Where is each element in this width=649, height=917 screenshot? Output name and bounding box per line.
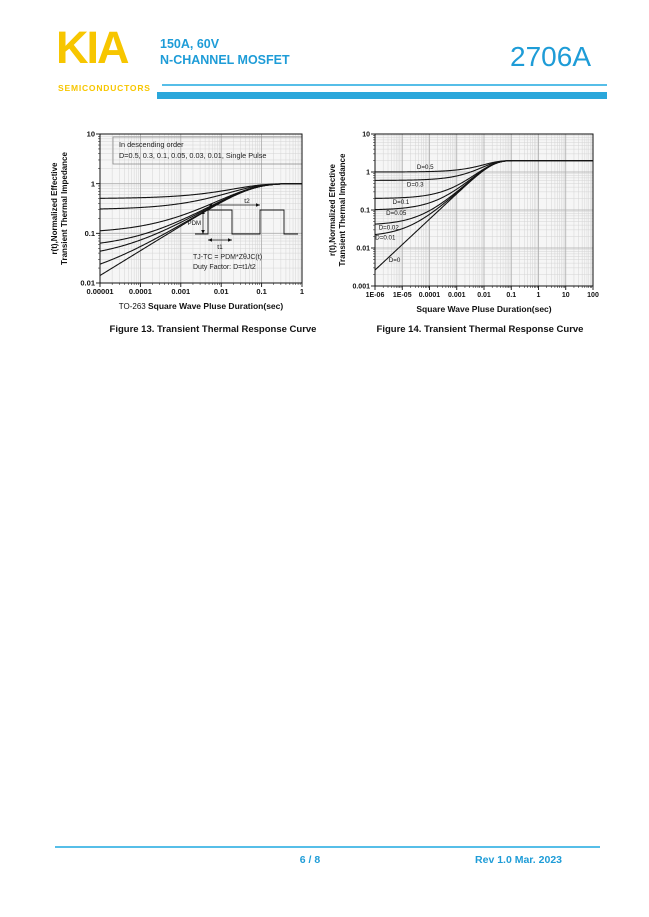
svg-text:0.1: 0.1 — [506, 292, 516, 299]
svg-text:TO-263 Square Wave Pluse Durat: TO-263 Square Wave Pluse Duration(sec) — [119, 301, 284, 311]
figure14-chart: D=0.5 D=0.3 D=0.1 D=0.05 D=0.02 D=0.01 D=0 1E-0… — [328, 132, 599, 314]
svg-text:D=0.05: D=0.05 — [386, 210, 407, 217]
header-rule-thick — [157, 92, 607, 99]
device-type-line: N-CHANNEL MOSFET — [160, 53, 290, 67]
svg-text:Transient Thermal Impedance: Transient Thermal Impedance — [338, 153, 347, 266]
figure-13: In descending order D=0.5, 0.3, 0.1, 0.05… — [45, 128, 335, 335]
rating-line: 150A, 60V — [160, 37, 220, 51]
svg-text:t1: t1 — [217, 244, 223, 251]
svg-text:D=0.01: D=0.01 — [375, 235, 396, 242]
svg-text:1: 1 — [537, 292, 541, 299]
revision-label: Rev 1.0 Mar. 2023 — [475, 854, 562, 866]
figure13-chart: In descending order D=0.5, 0.3, 0.1, 0.05… — [50, 130, 304, 311]
svg-text:r(t),Normalized Effective: r(t),Normalized Effective — [328, 163, 337, 256]
svg-text:100: 100 — [587, 292, 599, 299]
svg-text:D=0.1: D=0.1 — [393, 199, 410, 206]
svg-text:0.0001: 0.0001 — [129, 287, 152, 296]
svg-text:1E-06: 1E-06 — [366, 292, 385, 299]
svg-text:PDM: PDM — [188, 221, 201, 227]
svg-text:D=0.5: D=0.5 — [417, 164, 434, 171]
device-description: 150A, 60V N-CHANNEL MOSFET — [160, 36, 290, 68]
svg-text:0.1: 0.1 — [85, 229, 95, 238]
figure13-caption: Figure 13. Transient Thermal Response Cu… — [109, 324, 317, 335]
svg-text:0.1: 0.1 — [360, 208, 370, 215]
svg-text:D=0.3: D=0.3 — [407, 181, 424, 188]
svg-text:0.01: 0.01 — [80, 279, 95, 288]
svg-text:0.0001: 0.0001 — [419, 292, 441, 299]
svg-text:Duty Factor: D=t1/t2: Duty Factor: D=t1/t2 — [193, 264, 256, 271]
svg-text:1: 1 — [300, 287, 304, 296]
svg-text:0.001: 0.001 — [448, 292, 466, 299]
header-rule-thin — [162, 84, 607, 86]
svg-text:0.001: 0.001 — [171, 287, 190, 296]
part-number: 2706A — [510, 41, 591, 72]
svg-text:Square Wave Pluse Duration(sec: Square Wave Pluse Duration(sec) — [416, 304, 551, 314]
svg-text:0.001: 0.001 — [352, 284, 370, 291]
figure14-caption: Figure 14. Transient Thermal Response Cu… — [376, 324, 584, 335]
kia-logo: KIA — [56, 22, 129, 73]
svg-text:In descending order: In descending order — [119, 140, 184, 149]
svg-text:1: 1 — [366, 170, 370, 177]
logo-subtext: SEMICONDUCTORS — [58, 83, 151, 93]
svg-text:10: 10 — [562, 292, 570, 299]
svg-text:0.01: 0.01 — [356, 246, 370, 253]
svg-text:D=0: D=0 — [389, 257, 401, 264]
svg-text:1: 1 — [91, 179, 95, 188]
svg-text:10: 10 — [87, 130, 95, 139]
svg-text:0.1: 0.1 — [256, 287, 266, 296]
svg-text:0.01: 0.01 — [214, 287, 229, 296]
svg-text:Transient Thermal Impedance: Transient Thermal Impedance — [60, 151, 69, 264]
svg-text:10: 10 — [362, 132, 370, 139]
page-indicator: 6 / 8 — [299, 854, 321, 866]
svg-text:1E-05: 1E-05 — [393, 292, 412, 299]
footer-rule — [55, 846, 600, 848]
svg-text:D=0.5, 0.3, 0.1, 0.05, 0.03, 0: D=0.5, 0.3, 0.1, 0.05, 0.03, 0.01, Singl… — [119, 151, 266, 160]
svg-text:t2: t2 — [244, 198, 250, 205]
svg-text:0.01: 0.01 — [477, 292, 491, 299]
svg-text:0.00001: 0.00001 — [86, 287, 113, 296]
figure-14: D=0.5 D=0.3 D=0.1 D=0.05 D=0.02 D=0.01 D=0 1E-0… — [325, 128, 615, 335]
svg-text:D=0.02: D=0.02 — [379, 224, 400, 231]
svg-text:r(t),Normalized Effective: r(t),Normalized Effective — [50, 162, 59, 255]
svg-text:TJ-TC = PDM*ZθJC(t): TJ-TC = PDM*ZθJC(t) — [193, 254, 262, 261]
